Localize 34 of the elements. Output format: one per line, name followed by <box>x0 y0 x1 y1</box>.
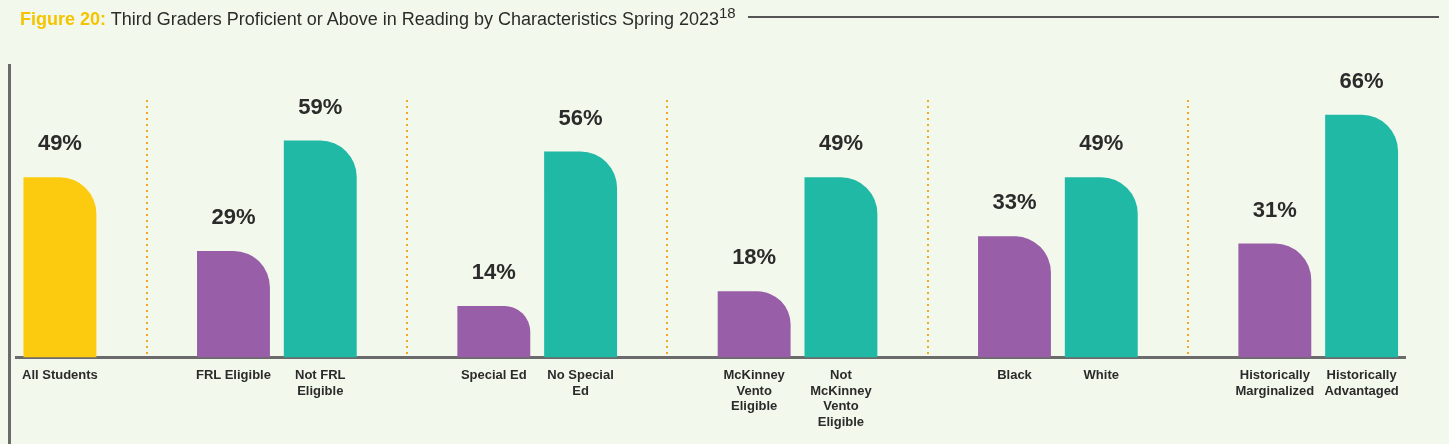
bar <box>717 291 791 358</box>
data-label: 59% <box>298 93 343 119</box>
data-label: 49% <box>818 130 863 156</box>
x-tick-label: All Students <box>22 366 98 382</box>
x-tick-label: Not McKinney Vento Eligible <box>810 366 873 429</box>
data-label: 33% <box>992 189 1037 215</box>
bar <box>283 140 357 358</box>
data-label: 18% <box>732 244 777 270</box>
x-tick-label: No Special Ed <box>547 366 614 398</box>
bar <box>197 250 270 358</box>
data-label: 56% <box>558 104 603 130</box>
data-label: 49% <box>37 130 82 156</box>
x-tick-label: Not FRL Eligible <box>294 366 346 398</box>
bar <box>1238 243 1312 358</box>
x-tick-label: Historically Marginalized <box>1235 366 1315 398</box>
data-label: 29% <box>211 203 256 229</box>
bar <box>1325 114 1399 358</box>
x-tick-label: McKinney Vento Eligible <box>723 366 786 414</box>
x-tick-label: Special Ed <box>460 366 527 382</box>
data-label: 14% <box>471 259 516 285</box>
x-tick-label: Black <box>997 366 1033 382</box>
bar <box>457 306 531 358</box>
x-tick-label: Historically Advantaged <box>1324 366 1399 398</box>
data-label: 31% <box>1252 196 1297 222</box>
bar <box>978 236 1051 358</box>
bar <box>804 177 878 358</box>
bar <box>1064 177 1138 358</box>
chart-title: Figure 20: Third Graders Proficient or Above in Reading by Characteristics Spring 2023$^{18}$ <box>20 4 736 29</box>
bar <box>544 151 618 358</box>
bar <box>23 177 97 358</box>
x-tick-label: FRL Eligible <box>196 366 271 382</box>
data-label: 66% <box>1339 67 1384 93</box>
data-label: 49% <box>1079 130 1124 156</box>
x-tick-label: White <box>1083 366 1119 382</box>
